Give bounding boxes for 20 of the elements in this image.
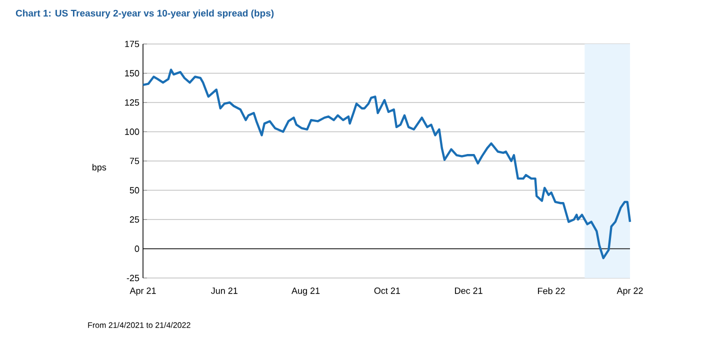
x-tick-label: Feb 22 <box>538 288 565 294</box>
y-tick-label: 150 <box>125 70 140 76</box>
x-tick-label: Dec 21 <box>455 288 482 294</box>
y-tick-label: 75 <box>130 158 140 164</box>
x-tick-label: Oct 21 <box>374 288 400 294</box>
x-tick-label: Jun 21 <box>211 288 238 294</box>
y-tick-label: 125 <box>125 99 140 106</box>
chart-title: Chart 1: US Treasury 2-year vs 10-year yield spread (bps) <box>16 10 274 18</box>
x-tick-label: Apr 22 <box>616 288 643 296</box>
x-tick-label: Apr 21 <box>130 288 156 296</box>
y-tick-label: 175 <box>125 40 140 48</box>
y-tick-label: 25 <box>130 216 140 223</box>
y-tick-label: -25 <box>126 274 140 282</box>
x-tick-label: Aug 21 <box>292 288 320 296</box>
y-tick-label: 0 <box>134 246 140 252</box>
y-axis-title: bps <box>92 164 106 172</box>
y-tick-label: 100 <box>125 128 140 135</box>
y-tick-label: 50 <box>130 187 140 194</box>
line-series <box>142 68 632 260</box>
text: From 21/4/2021 to 21/4/2022 <box>88 322 190 328</box>
